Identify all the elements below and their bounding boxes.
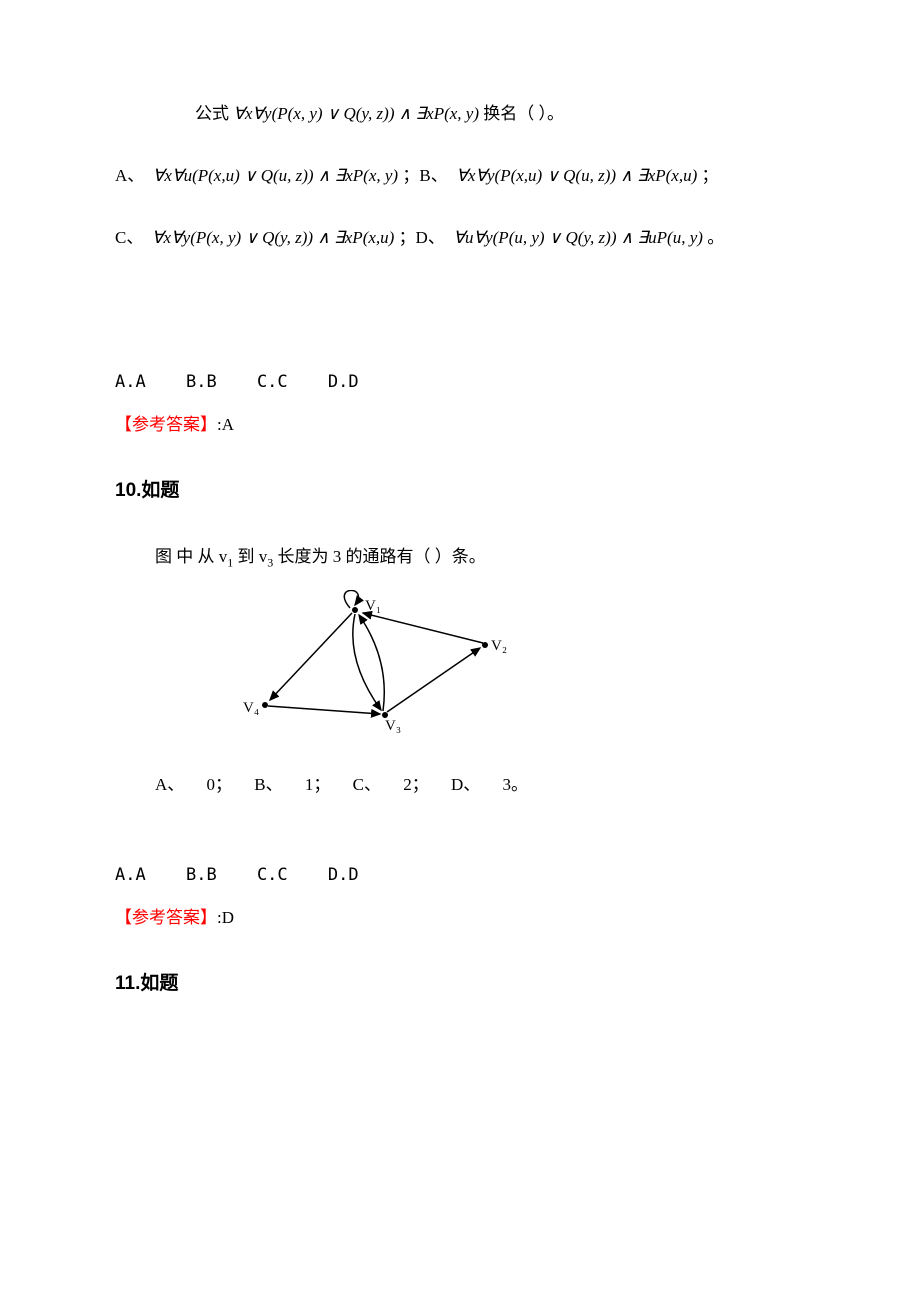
q9-choice-a: A.A: [115, 372, 146, 392]
q10-v3: v: [259, 547, 268, 566]
q10-inner-c-label: C、: [353, 775, 381, 794]
q10-inner-a-label: A、: [155, 775, 184, 794]
q9-choice-b: B.B: [186, 372, 217, 392]
q10-answer: 【参考答案】:D: [115, 903, 805, 928]
q9-opt-a-label: A、: [115, 166, 144, 185]
q10-inner-b-label: B、: [254, 775, 282, 794]
q9-header-suffix: 换名（ ）。: [483, 104, 564, 123]
node-v4: [262, 702, 268, 708]
q10-inner-a-val: 0；: [207, 775, 233, 794]
q9-options-ab: A、 ∀x∀u(P(x,u) ∨ Q(u, z)) ∧ ∃xP(x, y) ；B…: [115, 162, 805, 189]
q9-answer: 【参考答案】:A: [115, 410, 805, 435]
label-v1: V₁: [365, 598, 381, 614]
q10-v1: v: [219, 547, 228, 566]
q9-opt-a-formula: ∀x∀u(P(x,u) ∨ Q(u, z)) ∧ ∃xP(x, y): [153, 166, 398, 185]
q10-text-mid: 到: [238, 547, 259, 566]
q10-text-suffix: 长度为 3 的通路有（ ）条。: [278, 547, 486, 566]
q9-answer-value: :A: [217, 415, 234, 434]
q10-inner-options: A、 0； B、 1； C、 2； D、 3。: [115, 770, 805, 795]
label-v3: V₃: [385, 718, 401, 734]
q10-inner-d-label: D、: [451, 775, 480, 794]
q10-text-prefix: 图 中 从: [155, 547, 219, 566]
q10-image-content: 图 中 从 v1 到 v3 长度为 3 的通路有（ ）条。: [115, 542, 805, 795]
q9-opt-b-label: ；B、: [402, 166, 447, 185]
q9-answer-label: 【参考答案】: [115, 415, 217, 434]
q9-opt-d-end: 。: [707, 228, 724, 247]
q9-header-formula: ∀x∀y(P(x, y) ∨ Q(y, z)) ∧ ∃xP(x, y): [233, 104, 479, 123]
q10-answer-value: :D: [217, 908, 234, 927]
q9-header-prefix: 公式: [195, 104, 229, 123]
q10-text-line: 图 中 从 v1 到 v3 长度为 3 的通路有（ ）条。: [115, 542, 805, 570]
q10-choice-b: B.B: [186, 865, 217, 885]
q10-choice-c: C.C: [257, 865, 288, 885]
q10-choice-d: D.D: [328, 865, 359, 885]
q9-choice-d: D.D: [328, 372, 359, 392]
q9-opt-d-label: ；D、: [399, 228, 445, 247]
q9-opt-d-formula: ∀u∀y(P(u, y) ∨ Q(y, z)) ∧ ∃uP(u, y): [453, 228, 703, 247]
q10-inner-d-val: 3。: [503, 775, 529, 794]
label-v2: V₂: [491, 638, 507, 654]
label-v4: V₄: [243, 700, 259, 716]
q10-choice-line: A.A B.B C.C D.D: [115, 865, 805, 885]
q10-inner-b-val: 1；: [305, 775, 331, 794]
graph-svg: V₁ V₂ V₃ V₄: [235, 590, 515, 740]
q9-header-line: 公式 ∀x∀y(P(x, y) ∨ Q(y, z)) ∧ ∃xP(x, y) 换…: [115, 100, 805, 127]
q10-graph: V₁ V₂ V₃ V₄: [115, 590, 805, 745]
q9-opt-c-label: C、: [115, 228, 143, 247]
node-v1: [352, 607, 358, 613]
q10-v3-sub: 3: [267, 555, 273, 569]
q10-answer-label: 【参考答案】: [115, 908, 217, 927]
q11-title: 11.如题: [115, 968, 805, 995]
q9-image-content: 公式 ∀x∀y(P(x, y) ∨ Q(y, z)) ∧ ∃xP(x, y) 换…: [115, 100, 805, 252]
q9-choice-line: A.A B.B C.C D.D: [115, 372, 805, 392]
q10-v1-sub: 1: [227, 555, 233, 569]
q10-inner-c-val: 2；: [403, 775, 429, 794]
q10-title: 10.如题: [115, 475, 805, 502]
q9-opt-b-formula: ∀x∀y(P(x,u) ∨ Q(u, z)) ∧ ∃xP(x,u): [456, 166, 697, 185]
q9-opt-c-formula: ∀x∀y(P(x, y) ∨ Q(y, z)) ∧ ∃xP(x,u): [152, 228, 394, 247]
q10-choice-a: A.A: [115, 865, 146, 885]
q9-options-cd: C、 ∀x∀y(P(x, y) ∨ Q(y, z)) ∧ ∃xP(x,u) ；D…: [115, 224, 805, 251]
q9-opt-b-end: ；: [702, 166, 719, 185]
q9-choice-c: C.C: [257, 372, 288, 392]
